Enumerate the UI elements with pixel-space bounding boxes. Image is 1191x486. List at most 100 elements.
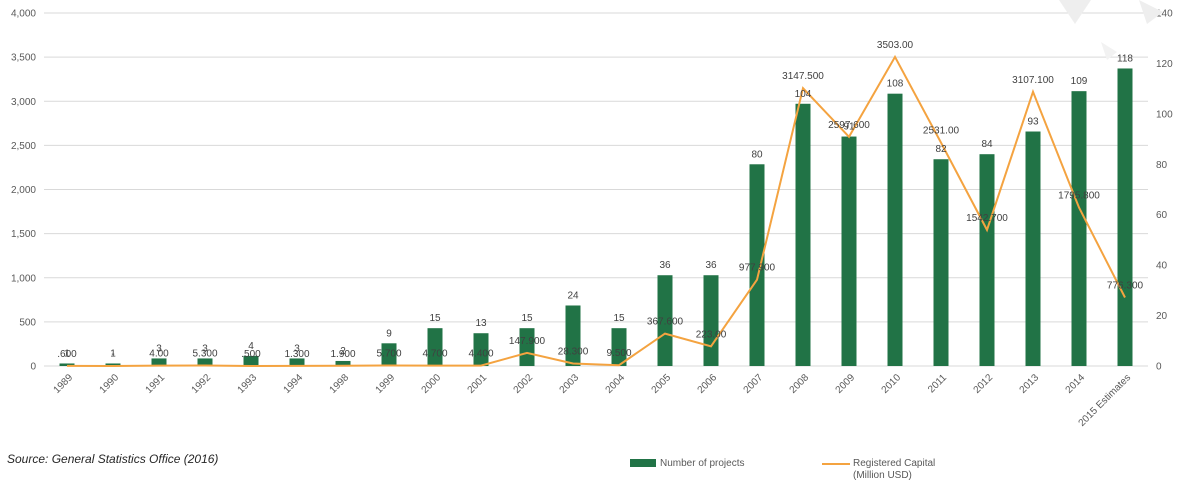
y-right-tick-label: 80 (1156, 160, 1168, 171)
y-left-tick-label: 500 (19, 317, 36, 328)
bar-data-label: 93 (1027, 117, 1039, 128)
legend-label-capital: Registered Capital (Million USD) (853, 458, 935, 482)
bar-data-label: 15 (613, 313, 625, 324)
x-tick-label: 2010 (880, 372, 904, 396)
bar (105, 363, 121, 366)
x-tick-label: 2003 (558, 372, 582, 396)
bar (795, 103, 811, 367)
bar (381, 343, 397, 366)
gridlines (44, 12, 1148, 367)
bar (289, 358, 305, 366)
y-right-tick-label: 100 (1156, 109, 1173, 120)
bar (657, 275, 673, 366)
bar (519, 328, 535, 366)
y-left-tick-label: 2,500 (11, 141, 36, 152)
x-tick-label: 2013 (1018, 372, 1042, 396)
bar-data-label: 91 (843, 122, 855, 133)
y-left-tick-label: 4,000 (11, 9, 36, 20)
bar-data-label: 3 (294, 343, 300, 354)
bar-data-label: 1 (64, 348, 70, 359)
x-axis: 1989 1990 1991 1992 1993 1994 1998 1999 2000 2001… (52, 372, 1134, 429)
bar-data-label: 108 (887, 79, 904, 90)
line-data-label: 223.00 (696, 329, 727, 340)
x-tick-label: 2012 (972, 372, 996, 396)
x-tick-label: 2006 (696, 372, 720, 396)
bar-series (59, 68, 1133, 367)
x-tick-label: 2009 (834, 372, 858, 396)
line-data-label: 4.00 (149, 349, 169, 360)
bar-data-label: 3 (202, 343, 208, 354)
bar (151, 358, 167, 366)
legend-swatch-line (822, 463, 850, 465)
line-data-label: .600 (57, 349, 77, 360)
line-data-label: 1.900 (330, 349, 355, 360)
y-right-tick-label: 20 (1156, 311, 1168, 322)
y-left-tick-label: 1,000 (11, 273, 36, 284)
x-tick-label: 2005 (650, 372, 674, 396)
bar (933, 159, 949, 366)
line-data-label: 2531.00 (923, 126, 960, 137)
bar (59, 363, 75, 366)
line-series (66, 54, 1126, 368)
x-tick-label: 2000 (420, 372, 444, 396)
bar (1071, 91, 1087, 367)
bar-data-label: 104 (795, 89, 812, 100)
line-data-label: 4.400 (468, 349, 493, 360)
y-right-tick-label: 0 (1156, 362, 1162, 373)
bar (887, 93, 903, 366)
line-data-label: .500 (241, 349, 261, 360)
x-tick-label: 1990 (98, 372, 122, 396)
x-tick-label: 2014 (1064, 372, 1088, 396)
line-data-label: 28.300 (558, 347, 589, 358)
line-data-label: 9.500 (606, 348, 631, 359)
bar-data-label: 109 (1071, 76, 1088, 87)
x-tick-label: 2008 (788, 372, 812, 396)
bar-data-label: 13 (475, 318, 487, 329)
x-tick-label: 2007 (742, 372, 766, 396)
y-left-tick-label: 3,500 (11, 53, 36, 64)
bar (197, 358, 213, 366)
bar (1117, 68, 1133, 366)
bar-data-label: 15 (429, 313, 441, 324)
x-tick-label: 1993 (236, 372, 260, 396)
bar-data-label: 4 (248, 341, 254, 352)
y-axis-right: 0 20 40 60 80 100 120 140 (1156, 9, 1173, 373)
bar-data-label: 9 (386, 328, 392, 339)
x-tick-label: 1999 (374, 372, 398, 396)
bar (841, 136, 857, 366)
bar-data-label: 82 (935, 144, 947, 155)
bar-data-label: 2 (340, 346, 346, 357)
bar-data-label: 84 (981, 139, 993, 150)
legend-item-projects: Number of projects (630, 458, 744, 470)
line-data-label: 1.300 (284, 349, 309, 360)
line-data-label: 3503.00 (877, 40, 914, 51)
decorative-triangles (1059, 0, 1163, 60)
y-right-tick-label: 120 (1156, 59, 1173, 70)
bar (1025, 131, 1041, 366)
x-tick-label: 1998 (328, 372, 352, 396)
bar-data-label: 36 (705, 260, 717, 271)
x-tick-label: 1992 (190, 372, 214, 396)
line-data-label: 1795.800 (1058, 191, 1100, 202)
x-tick-label: 2011 (926, 372, 949, 395)
bar (565, 305, 581, 366)
line-data-label: 4.700 (422, 349, 447, 360)
line-data-label: 5.300 (192, 349, 217, 360)
x-tick-label: 2002 (512, 372, 536, 396)
y-left-tick-label: 0 (30, 362, 36, 373)
x-tick-label: 1994 (282, 372, 306, 396)
bar-data-label: 36 (659, 260, 671, 271)
bar (243, 355, 259, 366)
bar-data-label: 1 (110, 348, 116, 359)
legend-label-capital-line1: Registered Capital (853, 458, 936, 469)
legend-swatch-bar (630, 459, 656, 467)
y-right-tick-label: 60 (1156, 210, 1168, 221)
x-tick-label: 1991 (144, 372, 168, 396)
x-tick-label: 2004 (604, 372, 628, 396)
y-left-tick-label: 3,000 (11, 97, 36, 108)
line-data-label: - (111, 349, 114, 360)
line-data-label: 147.900 (509, 336, 546, 347)
legend-item-capital: Registered Capital (Million USD) (822, 458, 935, 482)
